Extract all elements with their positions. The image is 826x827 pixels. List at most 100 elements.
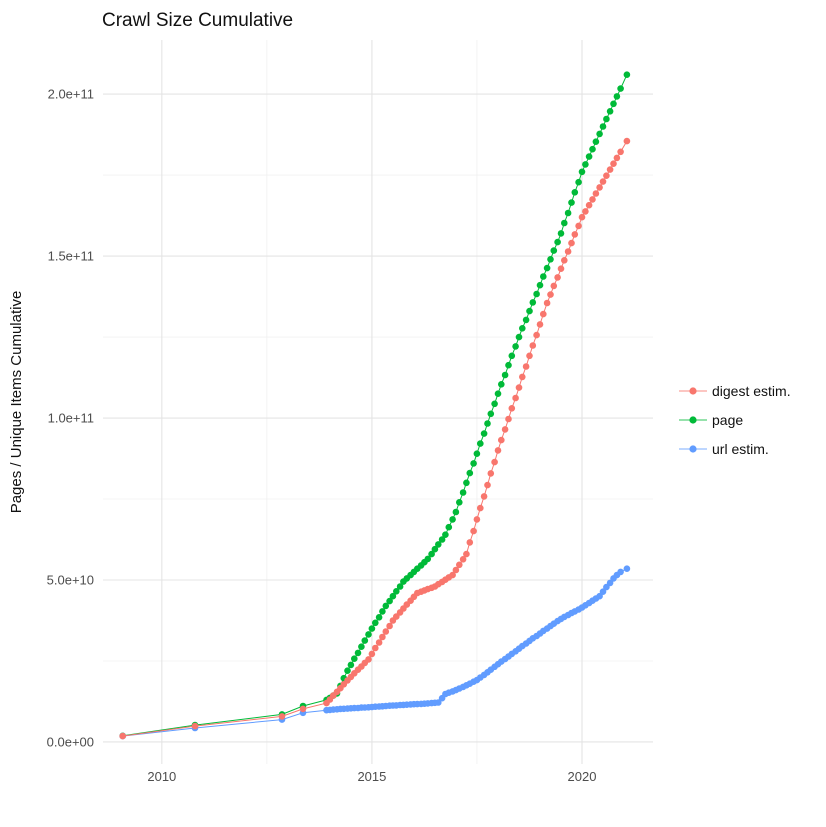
data-point bbox=[561, 257, 568, 264]
data-point bbox=[445, 523, 453, 531]
data-point bbox=[623, 565, 631, 572]
data-point bbox=[477, 440, 484, 447]
plot-panel: 2010 2015 2020 0.0e+00 5.0e+10 1.0e+11 1.5e+11… bbox=[47, 40, 653, 784]
data-point bbox=[617, 85, 624, 92]
data-point bbox=[540, 273, 547, 280]
data-point bbox=[533, 331, 540, 339]
data-point bbox=[368, 625, 376, 632]
data-point bbox=[299, 705, 307, 713]
data-point bbox=[463, 479, 470, 487]
data-point bbox=[599, 588, 607, 595]
data-point bbox=[487, 410, 495, 418]
x-tick-label: 2015 bbox=[357, 769, 386, 784]
data-point bbox=[515, 384, 523, 391]
data-point bbox=[606, 166, 614, 173]
data-point bbox=[603, 172, 610, 179]
data-point bbox=[452, 508, 460, 516]
data-point bbox=[491, 400, 498, 408]
data-point bbox=[508, 352, 516, 360]
data-point bbox=[533, 290, 540, 298]
data-point bbox=[613, 154, 621, 162]
data-point bbox=[382, 628, 390, 635]
legend: digest estim. page url estim. bbox=[679, 383, 791, 457]
data-point bbox=[456, 561, 463, 569]
data-point bbox=[477, 504, 484, 512]
data-point bbox=[484, 481, 491, 489]
data-point bbox=[508, 405, 516, 412]
y-tick-label: 0.0e+00 bbox=[47, 734, 94, 749]
data-point bbox=[512, 394, 519, 402]
y-tick-label: 2.0e+11 bbox=[48, 87, 94, 102]
data-point bbox=[550, 247, 558, 254]
legend-item-label: digest estim. bbox=[712, 383, 791, 399]
data-point bbox=[470, 460, 477, 467]
data-point bbox=[589, 145, 596, 153]
data-point bbox=[459, 556, 467, 563]
data-point bbox=[487, 470, 495, 477]
data-point bbox=[456, 499, 463, 506]
y-tick-label: 1.0e+11 bbox=[48, 411, 94, 426]
data-point bbox=[557, 230, 565, 237]
data-point bbox=[379, 608, 386, 615]
data-point bbox=[596, 130, 603, 138]
data-point bbox=[575, 178, 582, 186]
data-point bbox=[613, 93, 621, 100]
data-point bbox=[459, 489, 467, 496]
legend-item-page: page bbox=[679, 412, 743, 428]
data-point bbox=[191, 722, 199, 730]
data-point bbox=[358, 643, 365, 650]
data-point bbox=[442, 531, 449, 538]
data-point bbox=[582, 208, 589, 215]
data-point bbox=[389, 592, 397, 600]
data-point bbox=[361, 637, 369, 644]
legend-item-url-estim: url estim. bbox=[679, 441, 769, 457]
legend-key-dot bbox=[689, 387, 697, 395]
data-point bbox=[585, 201, 593, 209]
data-point bbox=[435, 699, 442, 706]
data-point bbox=[501, 371, 509, 379]
data-point bbox=[522, 316, 530, 324]
data-point bbox=[480, 430, 488, 437]
series-digest-estim- bbox=[119, 137, 631, 740]
data-point bbox=[617, 568, 624, 576]
data-point bbox=[571, 189, 579, 196]
data-point bbox=[526, 352, 533, 360]
data-point bbox=[550, 282, 558, 290]
data-point bbox=[278, 713, 286, 720]
data-point bbox=[603, 115, 610, 123]
data-point bbox=[473, 450, 481, 458]
data-point bbox=[473, 516, 481, 523]
data-point bbox=[386, 597, 393, 605]
data-point bbox=[463, 550, 470, 558]
data-point bbox=[512, 343, 519, 350]
data-point bbox=[522, 363, 530, 370]
data-point bbox=[351, 655, 358, 662]
data-point bbox=[554, 274, 561, 281]
data-point bbox=[526, 307, 533, 315]
data-point bbox=[543, 264, 551, 272]
data-point bbox=[354, 649, 362, 657]
data-point bbox=[623, 137, 631, 145]
data-point bbox=[375, 639, 383, 646]
data-point bbox=[365, 656, 372, 663]
data-point bbox=[480, 493, 488, 500]
data-point bbox=[519, 325, 526, 332]
data-point bbox=[393, 613, 400, 620]
data-point bbox=[529, 342, 537, 349]
data-point bbox=[623, 71, 631, 78]
data-point bbox=[396, 583, 404, 590]
data-point bbox=[568, 239, 575, 247]
data-point bbox=[599, 123, 607, 130]
y-tick-label: 5.0e+10 bbox=[47, 573, 94, 588]
data-point bbox=[435, 541, 442, 548]
data-point bbox=[344, 667, 351, 674]
data-point bbox=[470, 527, 477, 535]
data-point bbox=[449, 516, 456, 523]
data-point bbox=[368, 650, 376, 658]
data-point bbox=[536, 321, 544, 328]
data-point bbox=[119, 732, 126, 740]
data-point bbox=[452, 566, 460, 574]
data-point bbox=[561, 219, 568, 227]
data-point bbox=[543, 299, 551, 307]
data-point bbox=[379, 633, 386, 641]
